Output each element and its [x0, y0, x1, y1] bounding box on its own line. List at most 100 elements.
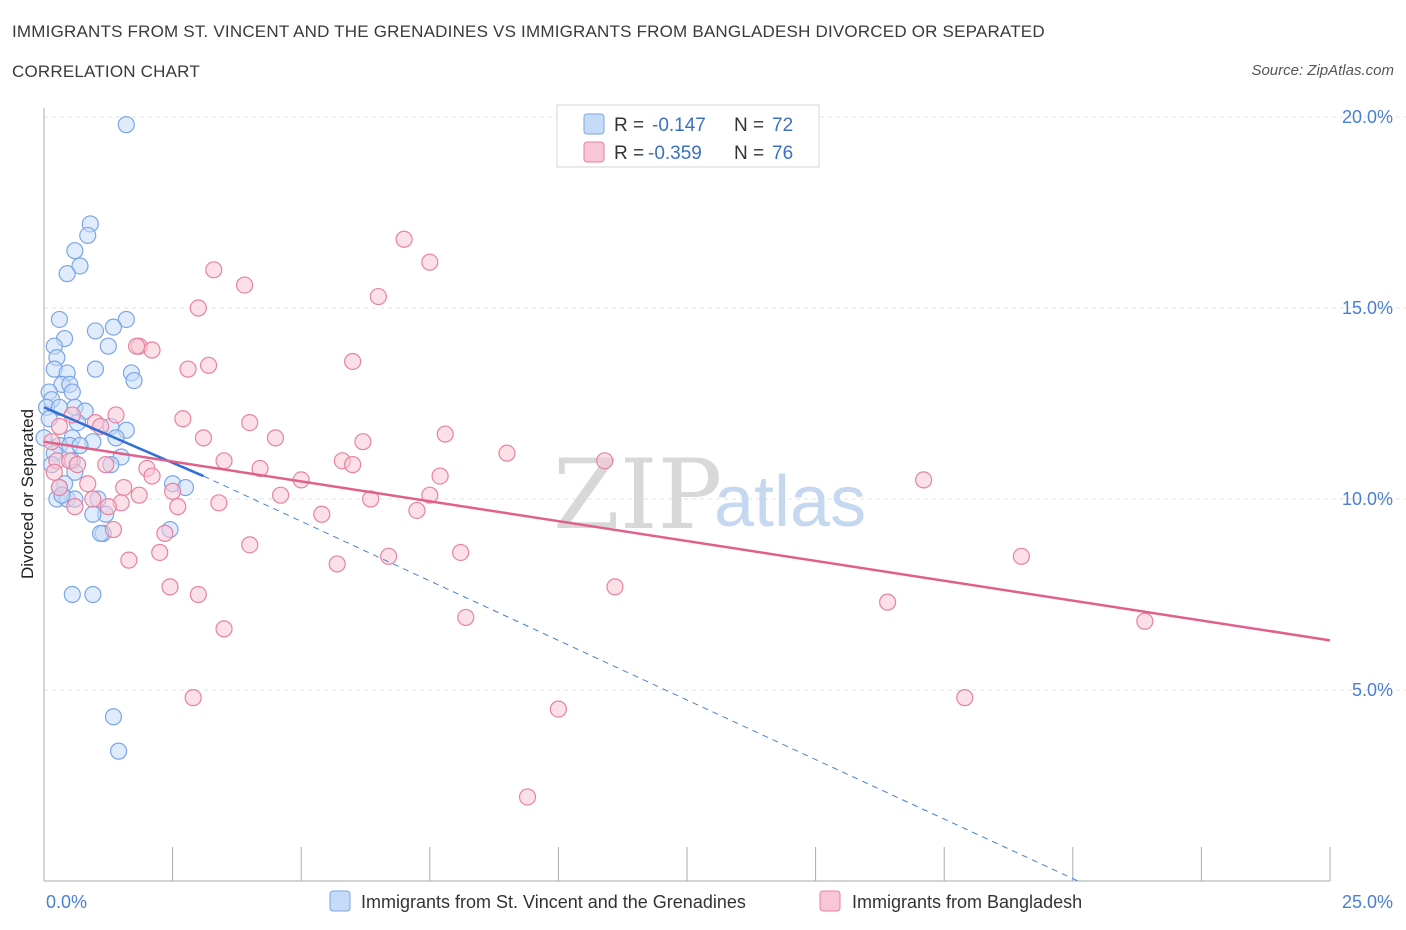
- point-bangladesh: [956, 689, 974, 707]
- point-st-vincent: [63, 585, 81, 604]
- point-st-vincent: [66, 242, 84, 260]
- series-legend-swatch-blue: [329, 890, 351, 912]
- point-bangladesh: [143, 467, 161, 485]
- point-bangladesh: [606, 578, 624, 596]
- point-bangladesh: [272, 486, 290, 504]
- y-tick-label: 5.0%: [1352, 680, 1393, 700]
- trend-lines: [43, 406, 1331, 882]
- point-bangladesh: [380, 547, 398, 565]
- point-st-vincent: [86, 322, 105, 340]
- point-bangladesh: [104, 520, 123, 539]
- point-bangladesh: [174, 410, 192, 428]
- point-bangladesh: [189, 299, 207, 317]
- series-legend: Immigrants from St. Vincent and the Gren…: [329, 890, 1082, 912]
- point-bangladesh: [194, 429, 213, 447]
- point-bangladesh: [156, 524, 174, 542]
- point-st-vincent: [109, 742, 128, 760]
- legend-swatch-pink: [583, 141, 605, 163]
- point-st-vincent: [84, 505, 102, 523]
- legend-n-value-1: 72: [772, 115, 793, 136]
- point-bangladesh: [251, 459, 269, 478]
- point-bangladesh: [68, 456, 87, 474]
- legend-n-value-2: 76: [772, 143, 793, 164]
- legend-swatch-blue: [583, 113, 605, 135]
- point-st-vincent: [50, 310, 69, 329]
- watermark-atlas: atlas: [714, 462, 866, 542]
- point-bangladesh: [879, 593, 897, 611]
- series-bangladesh-points: [43, 230, 1154, 806]
- point-st-vincent: [71, 257, 89, 275]
- source-credit: Source: ZipAtlas.com: [1251, 62, 1394, 79]
- point-bangladesh: [915, 471, 933, 489]
- point-st-vincent: [104, 318, 123, 336]
- point-st-vincent: [99, 337, 117, 355]
- point-bangladesh: [266, 429, 285, 447]
- y-tick-label: 10.0%: [1342, 489, 1393, 509]
- point-bangladesh: [549, 700, 568, 718]
- point-bangladesh: [130, 486, 148, 504]
- point-st-vincent: [86, 360, 105, 378]
- point-bangladesh: [241, 536, 259, 554]
- legend-r-value-1: -0.147: [652, 115, 706, 136]
- point-bangladesh: [518, 788, 537, 806]
- point-bangladesh: [498, 444, 516, 462]
- point-bangladesh: [50, 478, 69, 497]
- series-legend-swatch-pink: [819, 890, 841, 912]
- point-bangladesh: [408, 501, 426, 520]
- point-st-vincent: [117, 116, 135, 134]
- point-bangladesh: [236, 276, 254, 294]
- point-bangladesh: [369, 287, 387, 306]
- point-st-vincent: [104, 708, 123, 726]
- point-bangladesh: [215, 620, 233, 638]
- chart-title: IMMIGRANTS FROM ST. VINCENT AND THE GREN…: [12, 22, 1045, 41]
- point-bangladesh: [45, 463, 63, 481]
- y-axis-title: Divorced or Separated: [18, 409, 37, 579]
- legend-n-label-2: N =: [734, 143, 764, 164]
- point-bangladesh: [189, 585, 207, 604]
- point-bangladesh: [120, 551, 138, 569]
- correlation-legend: R = -0.147 N = 72 R = -0.359 N = 76: [556, 104, 820, 168]
- point-bangladesh: [421, 486, 439, 504]
- y-axis-tick-labels: 5.0% 10.0% 15.0% 20.0%: [1342, 107, 1393, 700]
- trend-bangladesh: [43, 440, 1331, 642]
- point-bangladesh: [169, 498, 187, 516]
- point-bangladesh: [107, 406, 125, 424]
- point-bangladesh: [66, 498, 84, 516]
- y-tick-label: 20.0%: [1342, 107, 1393, 127]
- point-bangladesh: [79, 475, 97, 493]
- series-legend-label-1: Immigrants from St. Vincent and the Gren…: [361, 892, 746, 912]
- point-st-vincent: [79, 226, 97, 245]
- point-bangladesh: [436, 425, 454, 443]
- legend-r-value-2: -0.359: [648, 143, 702, 164]
- point-bangladesh: [161, 578, 179, 596]
- legend-r-label-1: R =: [614, 115, 644, 136]
- point-bangladesh: [1136, 612, 1154, 630]
- point-bangladesh: [99, 498, 117, 516]
- point-bangladesh: [127, 337, 146, 355]
- point-st-vincent: [117, 310, 135, 329]
- point-bangladesh: [205, 261, 223, 279]
- trend-st-vincent-extrapolated: [203, 475, 1079, 882]
- point-bangladesh: [457, 608, 475, 627]
- chart-subtitle: CORRELATION CHART: [12, 62, 200, 81]
- point-st-vincent: [125, 371, 143, 390]
- point-bangladesh: [344, 352, 362, 371]
- x-tick-label-min: 0.0%: [46, 892, 87, 912]
- legend-r-label-2: R =: [614, 143, 644, 164]
- point-bangladesh: [596, 452, 614, 470]
- point-bangladesh: [115, 478, 133, 497]
- point-bangladesh: [97, 456, 115, 474]
- point-bangladesh: [328, 555, 346, 573]
- legend-n-label-1: N =: [734, 115, 764, 136]
- series-legend-label-2: Immigrants from Bangladesh: [852, 892, 1082, 912]
- point-bangladesh: [50, 417, 69, 436]
- point-st-vincent: [63, 383, 81, 401]
- point-bangladesh: [354, 433, 372, 451]
- x-tick-label-max: 25.0%: [1342, 892, 1393, 912]
- x-axis-ticks: [43, 847, 1331, 881]
- point-bangladesh: [421, 253, 439, 271]
- point-bangladesh: [84, 490, 102, 508]
- point-bangladesh: [164, 482, 182, 500]
- point-bangladesh: [395, 230, 413, 248]
